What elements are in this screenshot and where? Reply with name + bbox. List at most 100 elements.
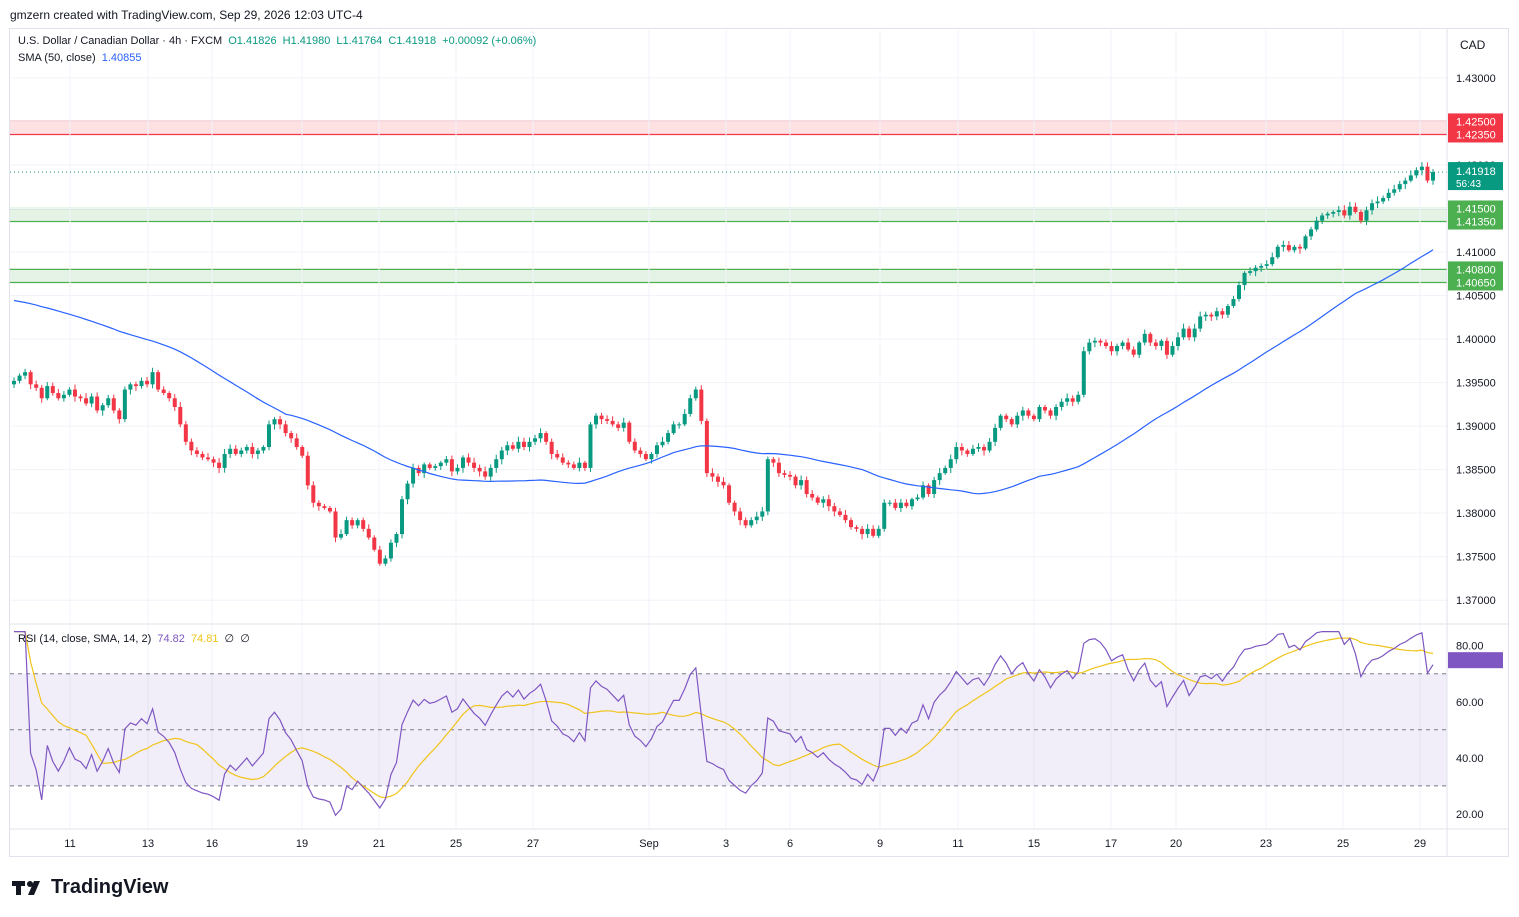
candle-body [211, 459, 216, 463]
candle-body [172, 398, 177, 407]
time-tick-label: 6 [787, 838, 793, 850]
candle-body [12, 380, 16, 385]
candle-body [754, 516, 759, 521]
candle-body [228, 448, 233, 454]
candle-body [760, 511, 765, 517]
axis-layer: 1.430001.425001.420001.415001.410001.405… [10, 29, 1508, 856]
candle-body [682, 413, 687, 425]
candle-body [987, 441, 992, 451]
price-tick-label: 1.40500 [1456, 291, 1496, 303]
sma-line [13, 249, 1434, 495]
candle-body [516, 441, 521, 449]
candle-body [178, 406, 183, 425]
candle-body [1115, 346, 1120, 352]
candle-body [111, 398, 116, 411]
candle-body [854, 527, 859, 529]
candle-body [704, 420, 709, 474]
candle-body [793, 476, 798, 486]
candle-body [727, 485, 732, 503]
rsi-legend: RSI (14, close, SMA, 14, 2) 74.82 74.81 … [18, 632, 253, 645]
candle-body [1126, 342, 1131, 350]
currency-label[interactable]: CAD [1460, 38, 1486, 52]
candle-body [893, 502, 898, 508]
candle-body [50, 386, 55, 394]
candle-body [1070, 398, 1075, 402]
candle-body [1358, 211, 1363, 221]
candle-body [1103, 342, 1108, 347]
candle-body [56, 393, 61, 399]
candle-body [344, 520, 349, 535]
time-tick-label: 13 [142, 838, 154, 850]
candle-body [1059, 401, 1064, 407]
candle-body [161, 389, 166, 394]
candle-body [710, 473, 715, 477]
candle-body [848, 520, 853, 528]
symbol-label[interactable]: U.S. Dollar / Canadian Dollar · 4h · FXC… [18, 35, 223, 47]
candle-body [422, 464, 427, 474]
candle-body [106, 398, 111, 406]
price-tick-label: 1.38000 [1456, 508, 1496, 520]
candle-body [34, 384, 39, 388]
candle-body [1414, 170, 1419, 176]
candle-body [1231, 299, 1236, 306]
candle-body [311, 485, 316, 503]
support-zone [10, 269, 1447, 283]
time-tick-label: 15 [1028, 838, 1040, 850]
candle-body [122, 389, 127, 420]
candle-body [937, 473, 942, 481]
time-tick-label: 29 [1414, 838, 1426, 850]
price-legend: U.S. Dollar / Canadian Dollar · 4h · FXC… [18, 35, 539, 47]
sma-layer [10, 171, 1447, 495]
candle-body [361, 520, 366, 529]
candle-body [1037, 406, 1042, 420]
candle-body [976, 447, 981, 449]
high-value: H1.41980 [282, 35, 331, 47]
candle-body [133, 384, 138, 387]
candle-body [932, 480, 937, 495]
candle-body [383, 558, 388, 564]
time-tick-label: 11 [952, 838, 963, 850]
support-zone-price-label: 1.41350 [1456, 217, 1496, 229]
candle-body [1042, 406, 1047, 411]
candle-body [693, 389, 698, 399]
candle-body [1220, 311, 1225, 315]
support-zone [10, 208, 1447, 222]
candle-body [782, 473, 787, 475]
sma-label[interactable]: SMA (50, close) [18, 52, 96, 64]
candle-body [78, 396, 83, 399]
candle-body [1198, 316, 1203, 329]
candle-body [810, 494, 815, 498]
candle-body [1076, 394, 1081, 402]
candle-body [23, 372, 28, 376]
candle-body [660, 441, 665, 446]
rsi-tick-label: 80.00 [1456, 641, 1484, 653]
candle-body [100, 405, 105, 411]
candle-body [150, 372, 155, 385]
rsi-tick-label: 60.00 [1456, 697, 1484, 709]
candle-body [1098, 340, 1103, 343]
candle-body [1009, 419, 1014, 425]
candle-body [1214, 311, 1219, 317]
candle-body [39, 387, 44, 399]
tradingview-logo-icon [12, 880, 40, 895]
candle-body [438, 462, 443, 467]
candle-body [970, 448, 975, 454]
candle-body [1381, 198, 1386, 202]
last-price-badge [1448, 162, 1503, 191]
price-tick-label: 1.39500 [1456, 378, 1496, 390]
candle-body [1048, 410, 1053, 416]
support-zone-price-tag [1448, 274, 1503, 291]
candle-body [533, 438, 538, 442]
candle-body [455, 467, 460, 472]
candle-body [405, 483, 410, 500]
rsi-extra-1: ∅ [224, 633, 235, 645]
candle-body [998, 415, 1003, 428]
rsi-label[interactable]: RSI (14, close, SMA, 14, 2) [18, 633, 152, 645]
rsi-sma-line [14, 631, 1434, 799]
candle-body [544, 433, 549, 442]
candle-body [472, 462, 477, 468]
zones-layer [10, 120, 1447, 284]
brand-name: TradingView [51, 876, 169, 898]
candle-body [521, 441, 526, 448]
